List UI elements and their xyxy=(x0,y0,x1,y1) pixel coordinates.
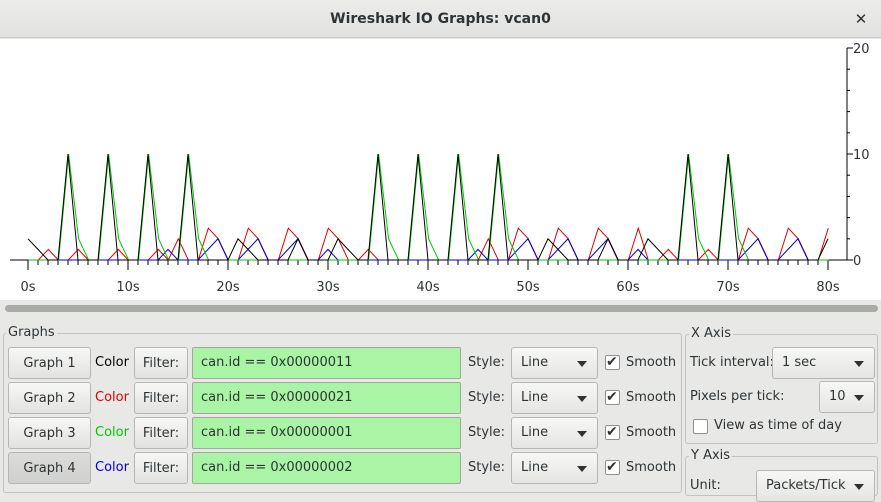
tick-interval-label: Tick interval: xyxy=(690,355,774,370)
tick-interval-combo[interactable]: 1 sec xyxy=(772,347,875,379)
y-unit-label: Unit: xyxy=(690,478,721,493)
graph-2-filter-input[interactable]: can.id == 0x00000021 xyxy=(192,382,461,414)
graph-3-style-label: Style: xyxy=(468,425,506,440)
y-tick-label: 20 xyxy=(853,42,870,57)
filter-button-label: Filter: xyxy=(142,425,180,441)
graph-button-label: Graph 4 xyxy=(23,460,76,476)
tick-interval-value: 1 sec xyxy=(782,355,817,370)
graph-2-style-label: Style: xyxy=(468,390,506,405)
graph-2-smooth-checkbox[interactable]: ✔ xyxy=(605,389,620,405)
graph-4-smooth-label: Smooth xyxy=(626,460,677,475)
graph-3-smooth-checkbox[interactable]: ✔ xyxy=(605,424,620,440)
graph-1-style-label: Style: xyxy=(468,355,506,370)
graph-4-style-label: Style: xyxy=(468,460,506,475)
x-tick-label: 10s xyxy=(116,280,140,295)
style-value: Line xyxy=(521,355,549,370)
y-axis-frame-label: Y Axis xyxy=(689,448,733,463)
chevron-down-icon xyxy=(854,361,864,367)
plot-canvas: 20 10 0 0s 10s 20s 30s 40s 50s 60s 70s 80s xyxy=(10,42,870,295)
series-graph-1-line xyxy=(27,153,829,261)
x-tick-label: 80s xyxy=(816,280,840,295)
graph-1-style-combo[interactable]: Line xyxy=(511,347,598,379)
style-value: Line xyxy=(521,425,549,440)
graph-2-button[interactable]: Graph 2 xyxy=(8,382,91,414)
y-unit-combo[interactable]: Packets/Tick xyxy=(756,470,875,502)
graph-4-filter-button[interactable]: Filter: xyxy=(134,452,188,484)
filter-button-label: Filter: xyxy=(142,460,180,476)
chevron-down-icon xyxy=(577,466,587,472)
graph-4-button[interactable]: Graph 4 xyxy=(8,452,91,484)
x-axis-frame-label: X Axis xyxy=(689,326,734,341)
graph-1-smooth-checkbox[interactable]: ✔ xyxy=(605,354,620,370)
graph-3-button[interactable]: Graph 3 xyxy=(8,417,91,449)
time-of-day-label: View as time of day xyxy=(714,418,842,433)
check-icon: ✔ xyxy=(606,389,618,405)
x-tick-label: 60s xyxy=(616,280,640,295)
graph-1-smooth-label: Smooth xyxy=(626,355,677,370)
graph-1-filter-button[interactable]: Filter: xyxy=(134,347,188,379)
graph-3-filter-button[interactable]: Filter: xyxy=(134,417,188,449)
x-tick-label: 30s xyxy=(316,280,340,295)
style-value: Line xyxy=(521,460,549,475)
graph-3-style-combo[interactable]: Line xyxy=(511,417,598,449)
window-title: Wireshark IO Graphs: vcan0 xyxy=(330,10,551,27)
check-icon: ✔ xyxy=(606,354,618,370)
scrollbar-slider[interactable] xyxy=(5,305,878,312)
graph-3-filter-input[interactable]: can.id == 0x00000001 xyxy=(192,417,461,449)
graph-2-filter-button[interactable]: Filter: xyxy=(134,382,188,414)
close-icon[interactable]: ✕ xyxy=(854,10,868,28)
pixels-per-tick-value: 10 xyxy=(829,389,846,404)
chevron-down-icon xyxy=(577,361,587,367)
graph-2-color-label[interactable]: Color xyxy=(95,390,129,405)
time-of-day-checkbox[interactable] xyxy=(693,419,708,434)
chevron-down-icon xyxy=(577,396,587,402)
y-tick-label: 0 xyxy=(853,254,861,269)
x-axis-frame xyxy=(685,334,878,444)
graph-1-filter-input[interactable]: can.id == 0x00000011 xyxy=(192,347,461,379)
graph-1-color-label[interactable]: Color xyxy=(95,355,129,370)
check-icon: ✔ xyxy=(606,424,618,440)
chevron-down-icon xyxy=(854,395,864,401)
title-bar: Wireshark IO Graphs: vcan0 ✕ xyxy=(0,0,881,38)
pixels-per-tick-combo[interactable]: 10 xyxy=(819,381,875,413)
x-tick-label: 70s xyxy=(716,280,740,295)
graph-1-button[interactable]: Graph 1 xyxy=(8,347,91,379)
graph-button-label: Graph 1 xyxy=(23,355,76,371)
filter-button-label: Filter: xyxy=(142,390,180,406)
x-tick-label: 20s xyxy=(216,280,240,295)
graph-4-style-combo[interactable]: Line xyxy=(511,452,598,484)
y-tick-label: 10 xyxy=(853,148,870,163)
check-icon: ✔ xyxy=(606,459,618,475)
graph-button-label: Graph 3 xyxy=(23,425,76,441)
pixels-per-tick-label: Pixels per tick: xyxy=(690,389,785,404)
style-value: Line xyxy=(521,390,549,405)
chevron-down-icon xyxy=(854,484,864,490)
x-tick-label: 40s xyxy=(416,280,440,295)
io-graph-plot[interactable]: 20 10 0 0s 10s 20s 30s 40s 50s 60s 70s 80s xyxy=(0,39,881,300)
x-tick-label: 0s xyxy=(20,280,35,295)
graph-2-style-combo[interactable]: Line xyxy=(511,382,598,414)
graph-4-smooth-checkbox[interactable]: ✔ xyxy=(605,459,620,475)
chevron-down-icon xyxy=(577,431,587,437)
series-graph-3-line xyxy=(28,153,829,261)
graph-4-color-label[interactable]: Color xyxy=(95,460,129,475)
x-tick-label: 50s xyxy=(516,280,540,295)
graph-3-smooth-label: Smooth xyxy=(626,425,677,440)
graph-2-smooth-label: Smooth xyxy=(626,390,677,405)
graph-3-color-label[interactable]: Color xyxy=(95,425,129,440)
y-unit-value: Packets/Tick xyxy=(766,478,846,493)
filter-button-label: Filter: xyxy=(142,355,180,371)
graph-4-filter-input[interactable]: can.id == 0x00000002 xyxy=(192,452,461,484)
graphs-frame-label: Graphs xyxy=(6,325,57,340)
graph-button-label: Graph 2 xyxy=(23,390,76,406)
